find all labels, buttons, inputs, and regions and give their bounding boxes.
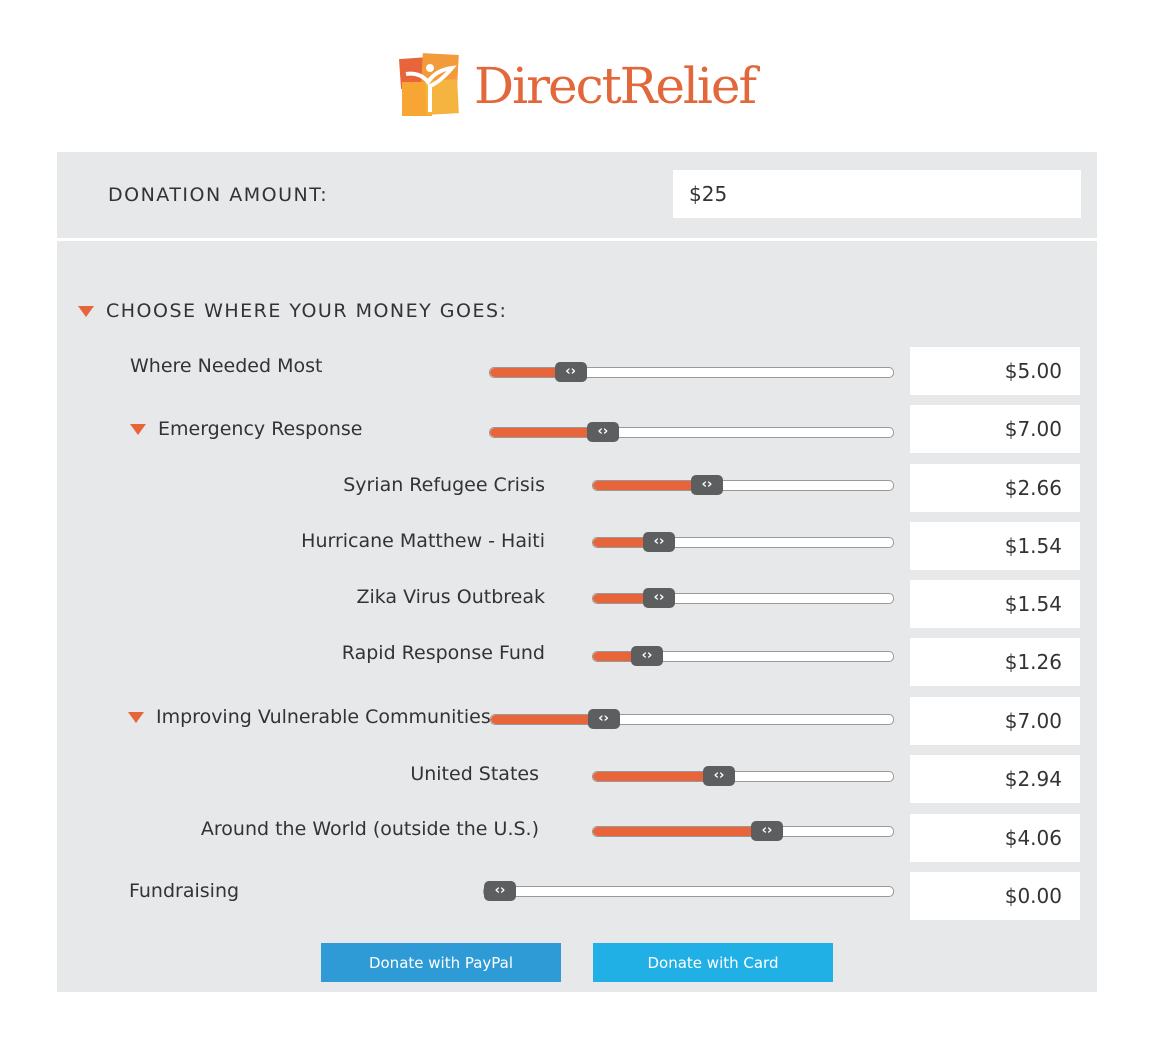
slider-handle[interactable]: ‹› <box>643 532 675 552</box>
row-label-text: Fundraising <box>129 880 240 902</box>
slider-fill <box>593 772 719 781</box>
allocation-heading[interactable]: CHOOSE WHERE YOUR MONEY GOES: <box>78 300 507 322</box>
row-label: Syrian Refugee Crisis <box>343 474 545 496</box>
donate-card-button[interactable]: Donate with Card <box>593 943 833 982</box>
direct-relief-logo: DirectRelief <box>396 52 757 120</box>
divider <box>57 238 1097 241</box>
slider-fill <box>490 428 603 437</box>
donation-amount-input[interactable] <box>673 170 1081 218</box>
allocation-amount-field[interactable]: $7.00 <box>910 697 1080 745</box>
row-label[interactable]: Emergency Response <box>130 418 362 440</box>
slider-handle[interactable]: ‹› <box>554 362 587 382</box>
row-label-text: Around the World (outside the U.S.) <box>200 818 539 840</box>
row-label-text: Hurricane Matthew - Haiti <box>301 530 545 552</box>
collapse-triangle-icon <box>78 305 94 317</box>
allocation-amount-field[interactable]: $7.00 <box>910 405 1080 453</box>
slider-fill <box>491 715 604 724</box>
allocation-amount-field[interactable]: $5.00 <box>910 347 1080 395</box>
allocation-slider[interactable]: ‹› <box>592 475 894 495</box>
allocation-slider[interactable]: ‹› <box>483 881 894 901</box>
row-label-text: Rapid Response Fund <box>341 642 545 664</box>
donation-amount-label: DONATION AMOUNT: <box>108 184 329 206</box>
slider-handle[interactable]: ‹› <box>691 475 723 495</box>
slider-fill <box>593 594 659 603</box>
row-label[interactable]: Improving Vulnerable Communities <box>128 706 491 728</box>
row-label-text: Zika Virus Outbreak <box>356 586 545 608</box>
row-label: Hurricane Matthew - Haiti <box>301 530 545 552</box>
allocation-slider[interactable]: ‹› <box>489 422 894 442</box>
donate-paypal-button[interactable]: Donate with PayPal <box>321 943 561 982</box>
row-label-text: Emergency Response <box>158 418 363 440</box>
slider-handle[interactable]: ‹› <box>703 766 735 786</box>
row-label-text: United States <box>410 763 539 785</box>
allocation-slider[interactable]: ‹› <box>490 709 894 729</box>
allocation-amount-field[interactable]: $1.54 <box>910 522 1080 570</box>
slider-handle[interactable]: ‹› <box>586 422 619 442</box>
expand-triangle-icon <box>128 711 144 723</box>
slider-fill <box>593 538 659 547</box>
allocation-slider[interactable]: ‹› <box>592 646 894 666</box>
row-label: Fundraising <box>129 880 239 902</box>
slider-fill <box>593 827 767 836</box>
allocation-slider[interactable]: ‹› <box>592 532 894 552</box>
allocation-amount-field[interactable]: $2.94 <box>910 755 1080 803</box>
allocation-amount-field[interactable]: $0.00 <box>910 872 1080 920</box>
expand-triangle-icon <box>130 423 146 435</box>
row-label: Around the World (outside the U.S.) <box>201 818 539 840</box>
allocation-amount-field[interactable]: $2.66 <box>910 464 1080 512</box>
allocation-slider[interactable]: ‹› <box>592 766 894 786</box>
allocation-amount-field[interactable]: $1.26 <box>910 638 1080 686</box>
row-label: Rapid Response Fund <box>342 642 545 664</box>
donation-panel <box>57 152 1097 992</box>
row-label-text: Syrian Refugee Crisis <box>343 474 545 496</box>
allocation-heading-label: CHOOSE WHERE YOUR MONEY GOES: <box>106 300 508 322</box>
row-label: Zika Virus Outbreak <box>356 586 545 608</box>
slider-handle[interactable]: ‹› <box>587 709 620 729</box>
allocation-slider[interactable]: ‹› <box>592 588 894 608</box>
row-label: United States <box>410 763 539 785</box>
slider-fill <box>593 481 707 490</box>
slider-handle[interactable]: ‹› <box>643 588 675 608</box>
allocation-amount-field[interactable]: $1.54 <box>910 580 1080 628</box>
allocation-amount-field[interactable]: $4.06 <box>910 814 1080 862</box>
slider-handle[interactable]: ‹› <box>751 821 783 841</box>
slider-fill <box>490 368 571 377</box>
row-label-text: Improving Vulnerable Communities <box>156 706 491 728</box>
logo-mark-icon <box>398 53 459 116</box>
row-label: Where Needed Most <box>130 355 322 377</box>
slider-handle[interactable]: ‹› <box>484 881 516 901</box>
slider-handle[interactable]: ‹› <box>631 646 663 666</box>
allocation-slider[interactable]: ‹› <box>489 362 894 382</box>
allocation-slider[interactable]: ‹› <box>592 821 894 841</box>
row-label-text: Where Needed Most <box>130 355 323 377</box>
slider-fill <box>593 652 647 661</box>
